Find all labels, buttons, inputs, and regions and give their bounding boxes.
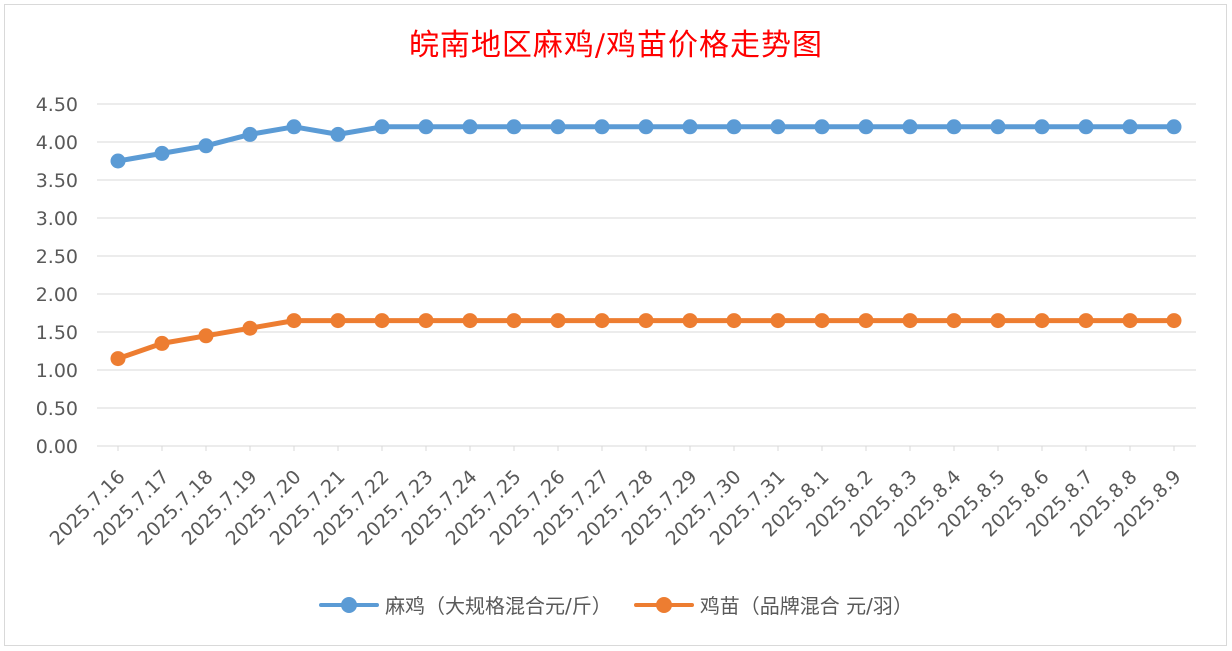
data-point-series-1 bbox=[110, 153, 126, 169]
data-point-series-1 bbox=[990, 119, 1006, 135]
legend-label-series-1: 麻鸡（大规格混合元/斤） bbox=[385, 594, 612, 618]
data-point-series-1 bbox=[242, 126, 258, 142]
data-point-series-1 bbox=[1078, 119, 1094, 135]
data-point-series-1 bbox=[902, 119, 918, 135]
data-point-series-2 bbox=[946, 313, 962, 329]
y-tick-label: 2.00 bbox=[36, 284, 78, 306]
data-point-series-1 bbox=[726, 119, 742, 135]
data-point-series-2 bbox=[726, 313, 742, 329]
data-point-series-1 bbox=[1166, 119, 1182, 135]
data-point-series-2 bbox=[682, 313, 698, 329]
y-tick-label: 4.50 bbox=[36, 94, 78, 116]
data-point-series-1 bbox=[1034, 119, 1050, 135]
legend-swatch-series-2 bbox=[633, 593, 694, 617]
y-tick-label: 0.50 bbox=[36, 398, 78, 420]
data-point-series-2 bbox=[1078, 313, 1094, 329]
legend-marker bbox=[655, 596, 672, 613]
data-point-series-2 bbox=[1122, 313, 1138, 329]
data-point-series-2 bbox=[418, 313, 434, 329]
chart-legend: 麻鸡（大规格混合元/斤） 鸡苗（品牌混合 元/羽） bbox=[0, 590, 1232, 619]
data-point-series-2 bbox=[286, 313, 302, 329]
data-point-series-1 bbox=[1122, 119, 1138, 135]
data-point-series-2 bbox=[638, 313, 654, 329]
legend-item-series-1: 麻鸡（大规格混合元/斤） bbox=[319, 590, 612, 619]
legend-label-series-2: 鸡苗（品牌混合 元/羽） bbox=[699, 594, 913, 618]
data-point-series-2 bbox=[242, 320, 258, 336]
chart-frame bbox=[4, 4, 1227, 646]
data-point-series-1 bbox=[154, 145, 170, 161]
y-tick-label: 2.50 bbox=[36, 246, 78, 268]
data-point-series-1 bbox=[682, 119, 698, 135]
data-point-series-1 bbox=[946, 119, 962, 135]
data-point-series-2 bbox=[770, 313, 786, 329]
data-point-series-1 bbox=[462, 119, 478, 135]
data-point-series-2 bbox=[1034, 313, 1050, 329]
data-point-series-2 bbox=[858, 313, 874, 329]
data-point-series-2 bbox=[550, 313, 566, 329]
legend-item-series-2: 鸡苗（品牌混合 元/羽） bbox=[633, 590, 913, 619]
data-point-series-2 bbox=[506, 313, 522, 329]
data-point-series-1 bbox=[198, 138, 214, 154]
data-point-series-1 bbox=[770, 119, 786, 135]
data-point-series-2 bbox=[902, 313, 918, 329]
y-tick-label: 1.50 bbox=[36, 322, 78, 344]
data-point-series-1 bbox=[550, 119, 566, 135]
data-point-series-1 bbox=[858, 119, 874, 135]
data-point-series-1 bbox=[506, 119, 522, 135]
data-point-series-1 bbox=[418, 119, 434, 135]
data-point-series-1 bbox=[638, 119, 654, 135]
data-point-series-2 bbox=[814, 313, 830, 329]
data-point-series-1 bbox=[374, 119, 390, 135]
chart-title: 皖南地区麻鸡/鸡苗价格走势图 bbox=[408, 28, 824, 63]
data-point-series-1 bbox=[594, 119, 610, 135]
data-point-series-2 bbox=[990, 313, 1006, 329]
legend-marker bbox=[341, 596, 358, 613]
data-point-series-2 bbox=[110, 351, 126, 367]
data-point-series-2 bbox=[154, 335, 170, 351]
data-point-series-2 bbox=[330, 313, 346, 329]
data-point-series-1 bbox=[814, 119, 830, 135]
data-point-series-2 bbox=[462, 313, 478, 329]
data-point-series-2 bbox=[594, 313, 610, 329]
data-point-series-2 bbox=[1166, 313, 1182, 329]
data-point-series-2 bbox=[374, 313, 390, 329]
data-point-series-2 bbox=[198, 328, 214, 344]
y-tick-label: 1.00 bbox=[36, 360, 78, 382]
y-tick-label: 0.00 bbox=[36, 436, 78, 458]
y-tick-label: 3.50 bbox=[36, 170, 78, 192]
data-point-series-1 bbox=[330, 126, 346, 142]
legend-swatch-series-1 bbox=[319, 593, 380, 617]
data-point-series-1 bbox=[286, 119, 302, 135]
y-tick-label: 3.00 bbox=[36, 208, 78, 230]
y-tick-label: 4.00 bbox=[36, 132, 78, 154]
